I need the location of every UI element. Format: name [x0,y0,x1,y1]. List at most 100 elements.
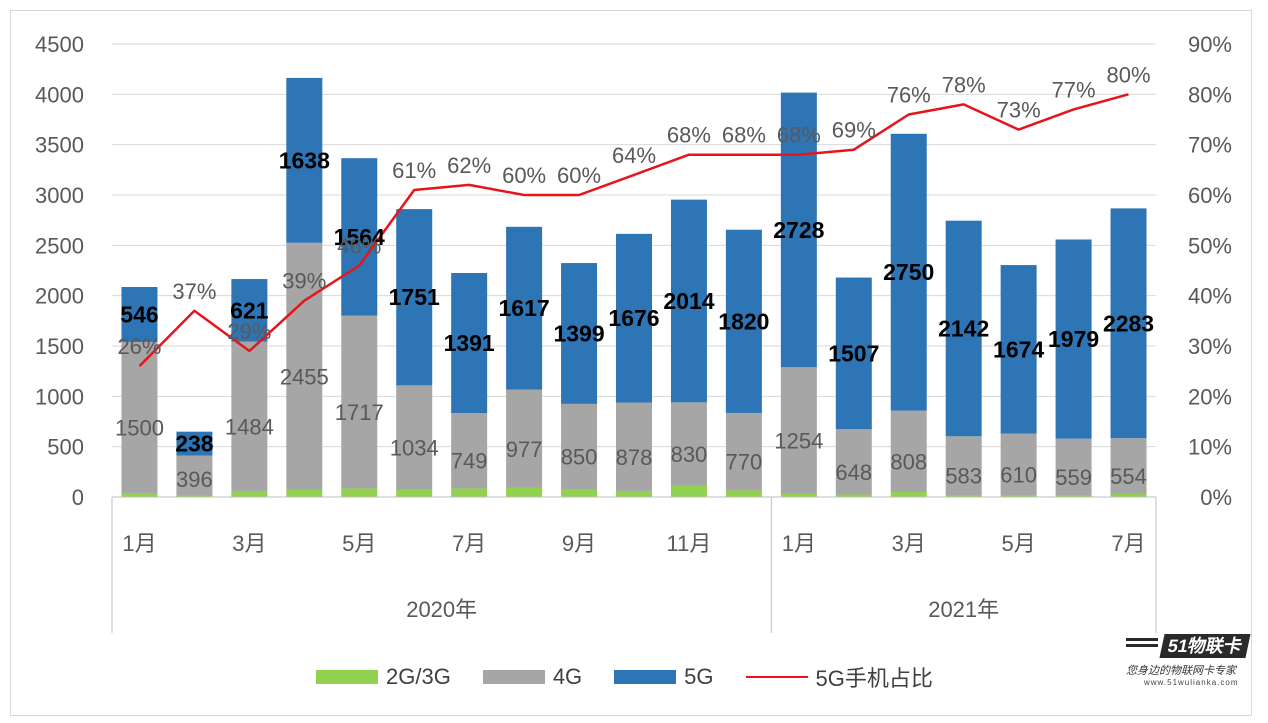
label-5g-share: 76% [887,82,931,107]
label-5g: 621 [230,297,269,323]
bar-4g [1000,433,1037,495]
label-5g-share: 68% [722,123,766,148]
bar-2g3g [561,489,598,497]
bar-2g3g [231,490,268,497]
legend-swatch-5g [614,670,677,684]
label-5g: 1391 [444,330,495,356]
right-axis-tick-label: 30% [1188,334,1232,359]
label-4g: 1717 [335,400,384,425]
left-axis-tick-label: 4000 [35,82,84,107]
label-5g-share: 62% [447,153,491,178]
bar-2g3g [835,494,872,497]
label-4g: 850 [561,445,598,470]
left-axis-tick-label: 3500 [35,133,84,158]
label-5g: 2014 [663,288,714,314]
legend-item-4g: 4G [482,664,582,690]
bar-4g [121,341,158,493]
label-4g: 1254 [774,428,823,453]
legend-label-2g3g: 2G/3G [386,664,451,689]
month-tick-label: 5月 [342,531,376,556]
bar-5g [890,133,927,411]
bar-4g [945,436,982,495]
label-5g-share: 73% [997,98,1041,123]
bar-2g3g [176,495,213,497]
bar-4g [561,403,598,490]
bar-2g3g [451,488,488,497]
right-axis-tick-label: 90% [1188,32,1232,57]
bar-4g [835,429,872,495]
bar-2g3g [945,494,982,497]
bar-2g3g [890,491,927,497]
label-5g-share: 26% [117,334,161,359]
month-tick-label: 9月 [562,531,596,556]
label-4g: 830 [671,442,708,467]
watermark-logo: 51物联卡 您身边的物联网卡专家 www.51wulianka.com [1122,628,1258,688]
label-4g: 648 [835,460,872,485]
right-axis-tick-label: 40% [1188,284,1232,309]
bar-4g [286,242,323,490]
legend-item-5g-share: 5G手机占比 [745,661,933,693]
bar-5g [835,277,872,430]
label-5g-share: 69% [832,118,876,143]
logo-speed-lines [1126,638,1158,654]
line-5g-share [138,93,1129,367]
label-4g: 2455 [280,364,329,389]
label-5g: 1676 [608,305,659,331]
bar-2g3g [341,488,378,497]
bar-2g3g [1000,494,1037,497]
bar-2g3g [1055,494,1092,497]
logo-badge: 51物联卡 [1159,634,1251,658]
month-tick-label: 5月 [1002,531,1036,556]
bar-4g [670,402,707,486]
label-4g: 878 [616,445,653,470]
right-axis-tick-label: 60% [1188,183,1232,208]
legend-swatch-5g-share [745,676,808,678]
label-5g: 1399 [553,320,604,346]
label-4g: 1484 [225,414,274,439]
bar-4g [341,315,378,489]
right-axis-tick-label: 10% [1188,435,1232,460]
legend-label-5g: 5G [684,664,714,689]
label-4g: 808 [890,449,927,474]
right-axis-tick-label: 50% [1188,233,1232,258]
legend-label-5g-share: 5G手机占比 [815,666,933,691]
left-axis-tick-label: 2000 [35,284,84,309]
bar-2g3g [1110,493,1147,497]
bar-5g [1110,208,1147,439]
axes: 0 500 1000 1500 2000 2500 3000 3500 4000 4500 0% 10… [35,32,1232,633]
label-5g: 2142 [938,315,989,341]
bar-2g3g [396,489,433,497]
legend-swatch-2g3g [316,670,378,684]
label-5g-share: 37% [172,279,216,304]
bar-2g3g [670,485,707,497]
stacked-bars [121,77,1147,497]
label-4g: 1034 [390,435,439,460]
label-5g-share: 29% [227,319,271,344]
label-5g-share: 39% [282,269,326,294]
bar-2g3g [725,490,762,497]
bar-4g [1110,438,1147,494]
label-5g: 1507 [828,340,879,366]
month-tick-label: 1月 [122,531,156,556]
label-5g: 2750 [883,259,934,285]
label-5g: 2283 [1103,310,1154,336]
bar-5g [396,209,433,386]
label-5g-share: 78% [942,72,986,97]
legend-swatch-4g [482,670,545,684]
bar-2g3g [121,492,158,497]
label-5g: 1751 [389,284,440,310]
label-5g-share: 60% [502,163,546,188]
bar-5g [725,229,762,413]
bar-5g [506,226,543,390]
label-5g: 1674 [993,336,1044,362]
bar-2g3g [616,490,652,497]
label-5g: 238 [175,431,214,457]
bar-4g [176,455,213,496]
chart-legend: 2G/3G 4G 5G 5G手机占比 [316,661,933,693]
month-tick-label: 7月 [1111,531,1145,556]
right-axis-tick-label: 20% [1188,384,1232,409]
bar-4g [451,413,488,489]
right-axis-tick-label: 80% [1188,82,1232,107]
left-axis-tick-label: 1500 [35,334,84,359]
